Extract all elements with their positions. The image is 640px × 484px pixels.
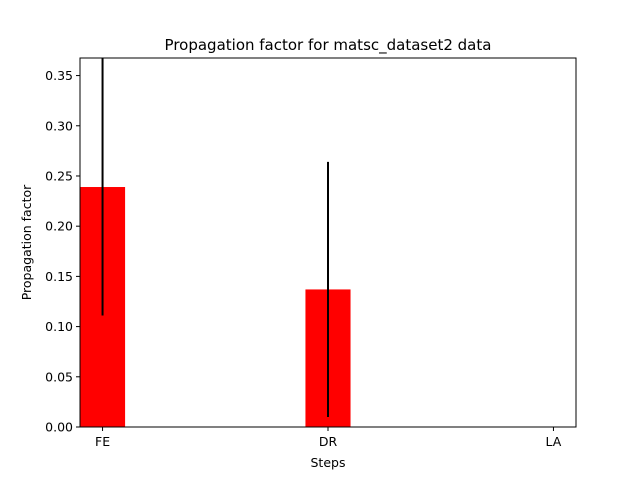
y-tick-label: 0.35 [45, 68, 73, 83]
x-tick-label: LA [546, 434, 562, 449]
y-tick-label: 0.25 [45, 168, 73, 183]
chart-title: Propagation factor for matsc_dataset2 da… [165, 36, 492, 55]
y-tick-label: 0.10 [45, 319, 73, 334]
x-tick-label: FE [95, 434, 110, 449]
y-tick-label: 0.00 [45, 420, 73, 435]
x-axis-ticks: FE DR LA [95, 427, 562, 449]
x-axis-label: Steps [311, 455, 346, 470]
x-tick-label: DR [319, 434, 338, 449]
y-tick-label: 0.20 [45, 219, 73, 234]
error-bars-layer [101, 58, 329, 417]
y-tick-label: 0.15 [45, 269, 73, 284]
y-tick-label: 0.30 [45, 118, 73, 133]
y-axis-label: Propagation factor [19, 184, 34, 300]
y-tick-label: 0.05 [45, 369, 73, 384]
y-axis-ticks: 0.00 0.05 0.10 0.15 0.20 0.25 0.30 0.35 [45, 68, 80, 435]
